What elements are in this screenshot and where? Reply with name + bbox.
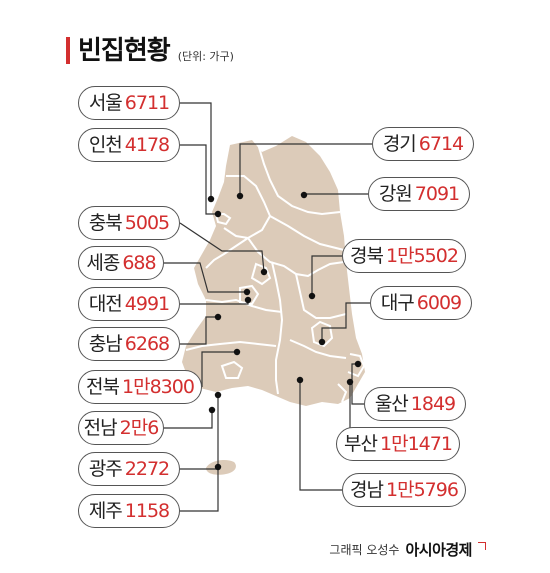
region-name: 세종	[86, 251, 120, 274]
leader-line	[180, 395, 219, 470]
unit-note: (단위: 가구)	[177, 50, 234, 63]
leader-line	[180, 316, 218, 345]
location-dot	[207, 195, 215, 203]
location-dot	[296, 376, 304, 384]
region-value: 6009	[416, 291, 462, 314]
region-value: 1849	[410, 392, 456, 415]
region-name: 충남	[88, 332, 123, 355]
region-name: 경기	[382, 132, 417, 155]
region-value: 4991	[124, 292, 170, 315]
page-title: 빈집현황	[78, 36, 171, 66]
location-dot	[300, 191, 308, 199]
region-name: 경남	[350, 478, 384, 501]
leader-line	[164, 262, 247, 293]
leader-line	[321, 302, 370, 342]
location-dot	[214, 313, 222, 321]
region-name: 울산	[374, 392, 409, 415]
leader-line	[180, 102, 212, 199]
location-dot	[244, 296, 252, 304]
region-label: 제주 1158	[78, 494, 180, 528]
region-value: 1158	[124, 499, 170, 522]
location-dot	[214, 463, 222, 471]
location-dot	[260, 268, 268, 276]
region-label: 강원 7091	[368, 177, 470, 211]
leader-line	[311, 255, 342, 296]
region-label: 서울 6711	[78, 86, 180, 120]
location-dot	[346, 378, 354, 386]
region-label: 경북 1만5502	[342, 239, 466, 273]
region-value: 2만6	[119, 416, 160, 439]
region-name: 대전	[88, 292, 123, 315]
leader-line	[299, 380, 342, 491]
region-value: 688	[122, 251, 156, 274]
region-label: 충남 6268	[78, 327, 180, 361]
title-accent-bar	[66, 37, 70, 64]
region-value: 2272	[124, 457, 170, 480]
location-dot	[214, 210, 222, 218]
region-value: 1만1471	[380, 432, 453, 455]
leader-line	[179, 222, 265, 273]
region-name: 인천	[88, 133, 123, 156]
region-name: 서울	[88, 91, 123, 114]
region-value: 6268	[124, 332, 170, 355]
leader-line	[201, 351, 237, 387]
region-name: 전남	[83, 416, 118, 439]
region-value: 6711	[124, 91, 170, 114]
location-markers	[207, 191, 362, 471]
leader-line	[180, 467, 219, 512]
region-label: 전남 2만6	[78, 411, 164, 445]
publisher-logo-mark-icon	[478, 541, 486, 550]
region-value: 5005	[124, 211, 170, 234]
location-dot	[233, 348, 241, 356]
location-dot	[208, 406, 216, 414]
region-name: 충북	[88, 211, 123, 234]
region-name: 전북	[86, 375, 120, 398]
location-dot	[243, 288, 251, 296]
region-name: 경북	[350, 244, 384, 267]
region-value: 1만5502	[386, 244, 459, 267]
region-label: 세종 688	[78, 246, 164, 280]
graphic-author: 그래픽 오성수	[329, 543, 400, 557]
location-dot	[214, 391, 222, 399]
region-label: 경남 1만5796	[342, 473, 466, 507]
region-value: 1만5796	[386, 478, 459, 501]
region-label: 인천 4178	[78, 128, 180, 162]
credit-line: 그래픽 오성수 아시아경제	[329, 539, 486, 560]
region-value: 1만8300	[122, 375, 195, 398]
region-name: 강원	[378, 182, 413, 205]
leader-line	[239, 143, 372, 196]
region-value: 6714	[418, 132, 464, 155]
region-name: 제주	[88, 499, 123, 522]
region-name: 부산	[344, 432, 378, 455]
region-value: 4178	[124, 133, 170, 156]
region-label: 울산 1849	[364, 387, 466, 421]
location-dot	[236, 192, 244, 200]
region-label: 충북 5005	[78, 206, 180, 240]
publisher-logo: 아시아경제	[405, 541, 472, 559]
region-label: 전북 1만8300	[78, 370, 202, 404]
leader-line	[164, 410, 213, 429]
region-name: 대구	[380, 291, 415, 314]
province-borders	[185, 143, 366, 403]
location-dot	[308, 292, 316, 300]
region-value: 7091	[414, 182, 460, 205]
title-block: 빈집현황 (단위: 가구)	[66, 37, 234, 64]
region-label: 광주 2272	[78, 452, 180, 486]
location-dot	[354, 360, 362, 368]
region-label: 경기 6714	[372, 127, 474, 161]
region-name: 광주	[88, 457, 123, 480]
leader-line	[180, 144, 218, 215]
region-label: 대구 6009	[370, 286, 472, 320]
region-label: 대전 4991	[78, 287, 180, 321]
region-label: 부산 1만1471	[336, 427, 460, 461]
location-dot	[318, 338, 326, 346]
